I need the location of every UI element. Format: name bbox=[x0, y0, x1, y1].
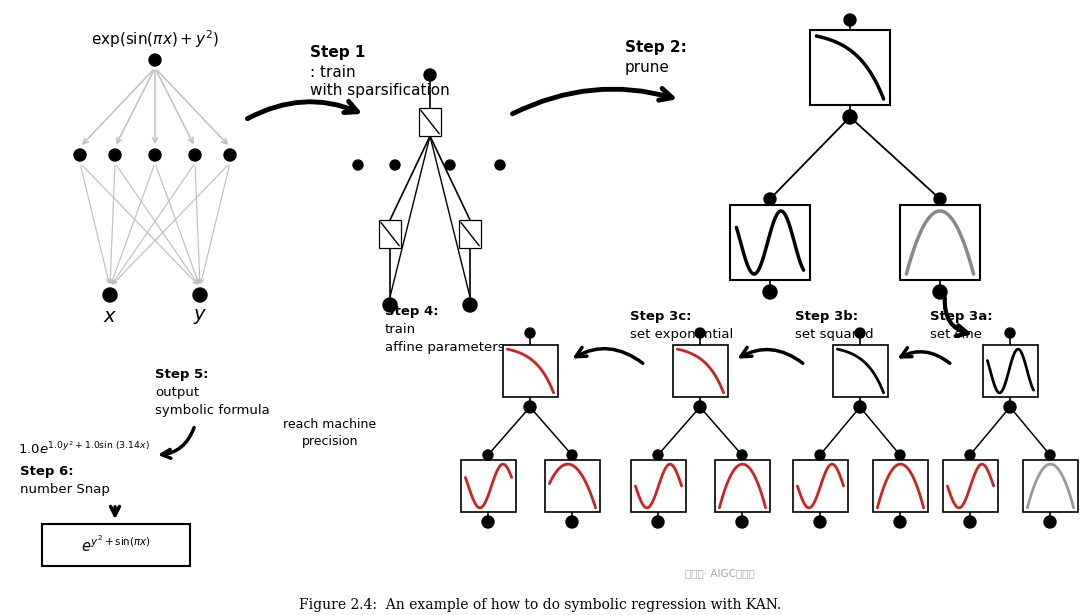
Circle shape bbox=[189, 149, 201, 161]
Bar bbox=[730, 205, 810, 280]
Circle shape bbox=[353, 160, 363, 170]
Text: output: output bbox=[156, 386, 199, 399]
Bar bbox=[461, 460, 516, 512]
Circle shape bbox=[75, 149, 86, 161]
Circle shape bbox=[1044, 516, 1056, 528]
Bar bbox=[810, 30, 890, 105]
Text: $x$: $x$ bbox=[103, 307, 117, 326]
Text: $e^{y^2+\sin(\pi x)}$: $e^{y^2+\sin(\pi x)}$ bbox=[81, 534, 151, 555]
Circle shape bbox=[495, 160, 505, 170]
Text: Step 3a:: Step 3a: bbox=[930, 310, 993, 323]
Circle shape bbox=[525, 328, 535, 338]
Circle shape bbox=[966, 450, 975, 460]
Circle shape bbox=[482, 516, 494, 528]
Text: number Snap: number Snap bbox=[21, 483, 110, 496]
Circle shape bbox=[103, 288, 117, 302]
Circle shape bbox=[762, 285, 777, 299]
Text: set squared: set squared bbox=[795, 328, 874, 341]
Circle shape bbox=[567, 450, 577, 460]
Bar bbox=[673, 345, 728, 397]
Text: Step 5:: Step 5: bbox=[156, 368, 208, 381]
Text: affine parameters: affine parameters bbox=[384, 341, 504, 354]
Circle shape bbox=[764, 193, 777, 205]
Circle shape bbox=[843, 14, 856, 26]
Text: Step 2:: Step 2: bbox=[625, 40, 687, 55]
Circle shape bbox=[854, 401, 866, 413]
Text: symbolic formula: symbolic formula bbox=[156, 404, 270, 417]
Bar bbox=[793, 460, 848, 512]
Circle shape bbox=[653, 450, 663, 460]
Circle shape bbox=[843, 110, 858, 124]
Circle shape bbox=[735, 516, 748, 528]
Text: Step 3c:: Step 3c: bbox=[630, 310, 691, 323]
Text: prune: prune bbox=[625, 60, 670, 75]
Circle shape bbox=[109, 149, 121, 161]
Circle shape bbox=[524, 401, 536, 413]
Text: set exponential: set exponential bbox=[630, 328, 733, 341]
Bar bbox=[983, 345, 1038, 397]
Bar bbox=[631, 460, 686, 512]
Text: Figure 2.4:  An example of how to do symbolic regression with KAN.: Figure 2.4: An example of how to do symb… bbox=[299, 598, 781, 612]
Circle shape bbox=[815, 450, 825, 460]
Circle shape bbox=[895, 450, 905, 460]
Circle shape bbox=[1045, 450, 1055, 460]
Text: train: train bbox=[384, 323, 416, 336]
Circle shape bbox=[694, 401, 706, 413]
Bar bbox=[943, 460, 998, 512]
Circle shape bbox=[193, 288, 207, 302]
Circle shape bbox=[855, 328, 865, 338]
Circle shape bbox=[149, 149, 161, 161]
Circle shape bbox=[1005, 328, 1015, 338]
Text: Step 4:: Step 4: bbox=[384, 305, 438, 318]
Bar bbox=[1023, 460, 1078, 512]
Circle shape bbox=[934, 193, 946, 205]
Circle shape bbox=[696, 328, 705, 338]
Text: Step 3b:: Step 3b: bbox=[795, 310, 859, 323]
Circle shape bbox=[1004, 401, 1016, 413]
Text: reach machine: reach machine bbox=[283, 418, 377, 431]
Circle shape bbox=[933, 285, 947, 299]
Bar bbox=[42, 524, 190, 566]
Bar bbox=[503, 345, 558, 397]
Circle shape bbox=[483, 450, 492, 460]
Text: $y$: $y$ bbox=[193, 307, 207, 326]
Text: $\exp(\sin(\pi x) + y^2)$: $\exp(\sin(\pi x) + y^2)$ bbox=[91, 28, 219, 50]
Text: set sine: set sine bbox=[930, 328, 982, 341]
Circle shape bbox=[390, 160, 400, 170]
Bar bbox=[873, 460, 928, 512]
Circle shape bbox=[424, 69, 436, 81]
Circle shape bbox=[964, 516, 976, 528]
Circle shape bbox=[383, 298, 397, 312]
Circle shape bbox=[737, 450, 747, 460]
Bar bbox=[419, 108, 441, 136]
Circle shape bbox=[652, 516, 664, 528]
Bar bbox=[379, 220, 401, 248]
Bar bbox=[715, 460, 770, 512]
Bar bbox=[833, 345, 888, 397]
Text: $1.0e^{1.0y^2+1.0\sin\,(3.14x)}$: $1.0e^{1.0y^2+1.0\sin\,(3.14x)}$ bbox=[18, 440, 150, 457]
Bar bbox=[459, 220, 481, 248]
Text: : train: : train bbox=[310, 65, 355, 80]
Circle shape bbox=[149, 54, 161, 66]
Circle shape bbox=[566, 516, 578, 528]
Text: with sparsification: with sparsification bbox=[310, 83, 449, 98]
Circle shape bbox=[814, 516, 826, 528]
Bar bbox=[900, 205, 980, 280]
Circle shape bbox=[445, 160, 455, 170]
Text: Step 1: Step 1 bbox=[310, 45, 365, 60]
Bar bbox=[545, 460, 600, 512]
Circle shape bbox=[224, 149, 237, 161]
Text: precision: precision bbox=[301, 435, 359, 448]
Text: 公众号· AIGC最前线: 公众号· AIGC最前线 bbox=[685, 568, 755, 578]
Circle shape bbox=[463, 298, 477, 312]
Circle shape bbox=[894, 516, 906, 528]
Text: Step 6:: Step 6: bbox=[21, 465, 73, 478]
